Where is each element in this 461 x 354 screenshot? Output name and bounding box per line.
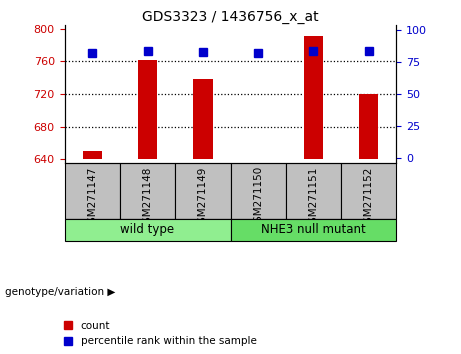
Bar bbox=[341, 164, 396, 219]
Bar bbox=[359, 94, 378, 159]
Text: GSM271152: GSM271152 bbox=[364, 166, 374, 230]
Bar bbox=[120, 164, 175, 219]
Legend: count, percentile rank within the sample: count, percentile rank within the sample bbox=[60, 317, 261, 350]
Bar bbox=[193, 79, 213, 159]
Text: GSM271151: GSM271151 bbox=[308, 166, 319, 230]
Bar bbox=[83, 151, 102, 159]
Bar bbox=[65, 164, 120, 219]
Text: GSM271149: GSM271149 bbox=[198, 166, 208, 230]
Text: GSM271148: GSM271148 bbox=[142, 166, 153, 230]
Bar bbox=[304, 36, 323, 159]
Text: wild type: wild type bbox=[120, 223, 175, 236]
Bar bbox=[65, 219, 230, 241]
Bar bbox=[230, 164, 286, 219]
Bar bbox=[138, 60, 157, 159]
Text: genotype/variation ▶: genotype/variation ▶ bbox=[5, 287, 115, 297]
Text: GSM271150: GSM271150 bbox=[253, 166, 263, 229]
Bar bbox=[175, 164, 230, 219]
Text: NHE3 null mutant: NHE3 null mutant bbox=[261, 223, 366, 236]
Title: GDS3323 / 1436756_x_at: GDS3323 / 1436756_x_at bbox=[142, 10, 319, 24]
Bar bbox=[230, 219, 396, 241]
Text: GSM271147: GSM271147 bbox=[87, 166, 97, 230]
Bar bbox=[286, 164, 341, 219]
